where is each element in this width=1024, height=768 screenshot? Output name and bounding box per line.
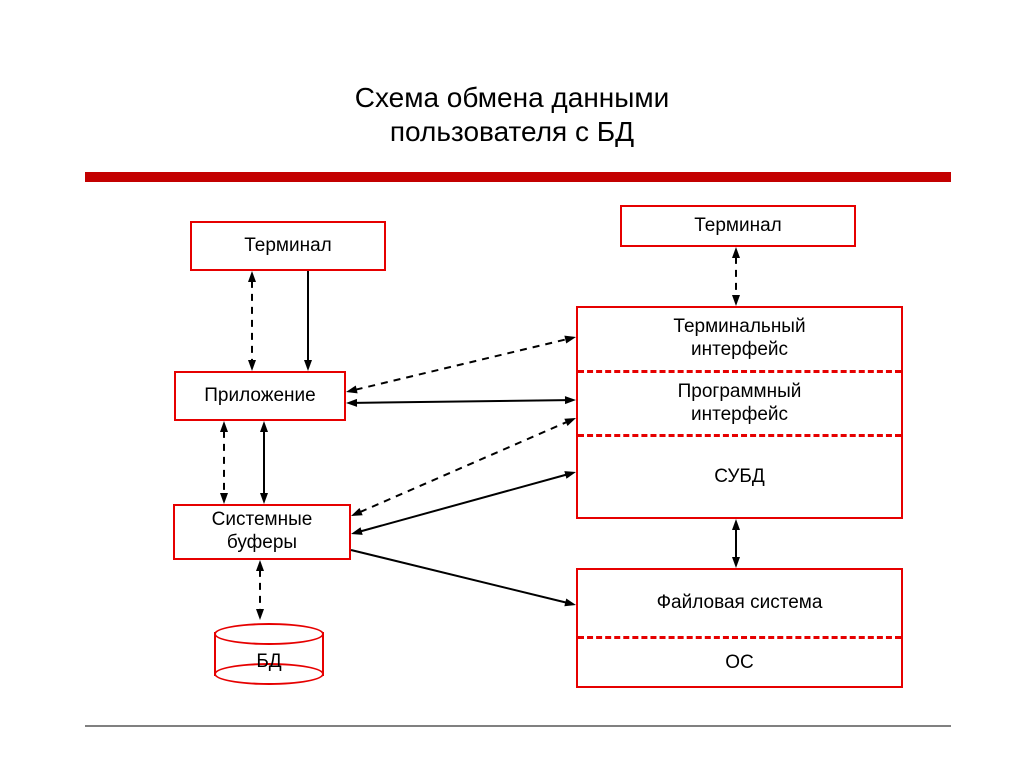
node-terminal-left: Терминал [190, 221, 386, 271]
node-label: Терминал [694, 215, 782, 238]
title-line1: Схема обмена данными [0, 82, 1024, 114]
node-stack: Терминальный интерфейс Программный интер… [576, 306, 903, 519]
node-label: Терминальный интерфейс [673, 316, 805, 362]
node-buffers: Системные буферы [173, 504, 351, 560]
title-line2: пользователя с БД [0, 116, 1024, 148]
node-db: БД [214, 623, 324, 685]
title-underline [85, 172, 951, 182]
fs-section-0: Файловая система [578, 570, 901, 636]
node-label: БД [214, 651, 324, 673]
node-label: ОС [725, 652, 754, 675]
fs-section-1: ОС [578, 639, 901, 687]
node-app: Приложение [174, 371, 346, 421]
node-label: Файловая система [657, 592, 823, 615]
node-label: Приложение [204, 385, 315, 408]
node-label: Программный интерфейс [678, 381, 802, 427]
node-terminal-right: Терминал [620, 205, 856, 247]
stack-section-0: Терминальный интерфейс [578, 308, 901, 370]
bottom-rule [85, 725, 951, 727]
node-label: Системные буферы [212, 509, 313, 555]
stack-section-2: СУБД [578, 437, 901, 517]
node-fs: Файловая система ОС [576, 568, 903, 688]
stack-section-1: Программный интерфейс [578, 373, 901, 434]
node-label: Терминал [244, 235, 332, 258]
node-label: СУБД [714, 466, 765, 489]
